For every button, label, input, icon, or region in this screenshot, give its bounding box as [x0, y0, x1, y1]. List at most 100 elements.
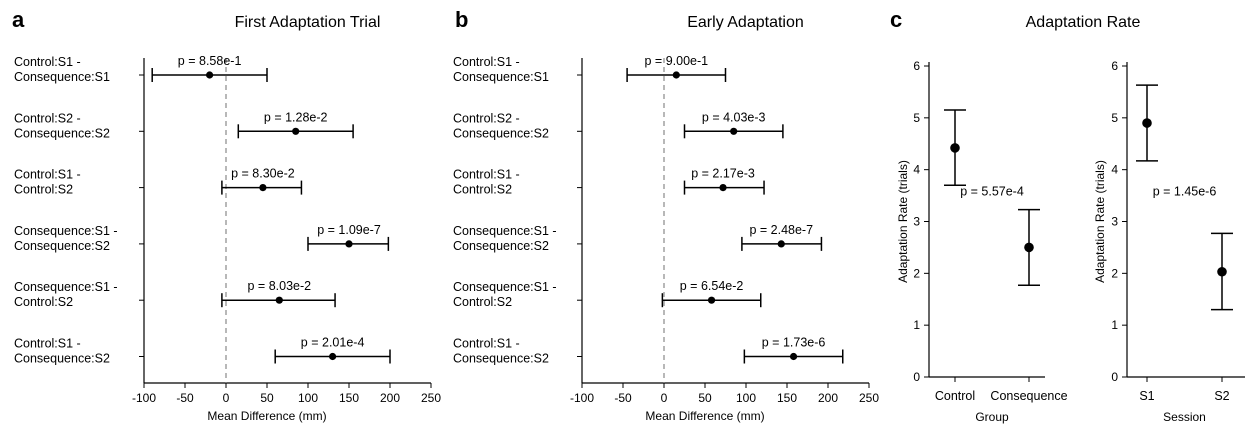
p-value-label: p = 5.57e-4	[960, 185, 1024, 199]
mean-point	[1217, 266, 1227, 277]
x-axis-label: Session	[1163, 410, 1206, 424]
p-value-label: p = 6.54e-2	[680, 279, 744, 293]
row-label: Control:S1 -	[14, 168, 81, 182]
panel-b: b Early Adaptation -100 -50 0 50 100 150 200 250 M…	[453, 7, 879, 423]
p-value-label: p = 8.58e-1	[178, 54, 242, 68]
row-label: Control:S1 -	[453, 55, 520, 69]
p-value-label: p = 2.01e-4	[301, 336, 365, 350]
y-tick-label: 1	[913, 318, 920, 332]
p-value-label: p = 9.00e-1	[645, 54, 709, 68]
mean-point	[730, 127, 738, 135]
x-tick-label: -100	[570, 391, 594, 405]
y-tick-label: 6	[1111, 59, 1118, 73]
mean-point	[950, 143, 960, 153]
row-label: Control:S2 -	[453, 111, 520, 125]
row-label: Consequence:S2	[453, 352, 549, 366]
row-label: Consequence:S1	[453, 70, 549, 84]
row-label: Consequence:S2	[453, 239, 549, 253]
mean-point	[777, 240, 785, 248]
mean-point	[672, 71, 680, 79]
row-label: Control:S2	[14, 295, 73, 309]
row-label: Consequence:S1 -	[453, 224, 557, 238]
row-label: Control:S2	[14, 183, 73, 197]
y-tick-label: 5	[913, 111, 920, 125]
row-label: Control:S1 -	[14, 55, 81, 69]
x-tick-label: 0	[223, 391, 230, 405]
y-tick-label: 6	[913, 59, 920, 73]
mean-point	[275, 296, 283, 304]
y-tick-label: 0	[1111, 370, 1118, 384]
y-tick-label: 2	[913, 266, 920, 280]
x-tick-label: 250	[421, 391, 441, 405]
p-value-label: p = 1.45e-6	[1153, 185, 1217, 199]
p-value-label: p = 1.09e-7	[317, 223, 381, 237]
mean-point	[259, 184, 267, 192]
x-tick-label: Control	[935, 389, 975, 403]
mean-point	[1142, 118, 1152, 128]
p-value-label: p = 8.03e-2	[248, 279, 312, 293]
x-tick-label: -100	[132, 391, 156, 405]
row-label: Consequence:S1	[14, 70, 110, 84]
x-tick-label: -50	[176, 391, 194, 405]
x-tick-label: 0	[661, 391, 668, 405]
x-tick-label: 250	[859, 391, 879, 405]
row-label: Control:S2	[453, 183, 512, 197]
x-tick-label: 150	[339, 391, 359, 405]
row-label: Consequence:S2	[14, 239, 110, 253]
y-tick-label: 2	[1111, 266, 1118, 280]
mean-point	[206, 71, 214, 79]
x-tick-label: 200	[380, 391, 400, 405]
x-tick-label: -50	[614, 391, 632, 405]
row-label: Control:S1 -	[14, 337, 81, 351]
panel-letter: b	[455, 7, 468, 32]
p-value-label: p = 1.73e-6	[762, 336, 826, 350]
x-tick-label: 200	[818, 391, 838, 405]
panel-letter: a	[12, 7, 25, 32]
row-label: Control:S2	[453, 295, 512, 309]
mean-point	[1024, 242, 1034, 253]
mean-point	[345, 240, 353, 248]
row-label: Consequence:S1 -	[14, 224, 118, 238]
panel-letter: c	[890, 7, 902, 32]
mean-point	[719, 184, 727, 192]
chart-title: First Adaptation Trial	[235, 14, 381, 31]
x-tick-label: S1	[1139, 389, 1154, 403]
row-label: Consequence:S2	[14, 352, 110, 366]
p-value-label: p = 2.48e-7	[749, 223, 813, 237]
p-value-label: p = 4.03e-3	[702, 110, 766, 124]
x-axis-label: Mean Difference (mm)	[207, 409, 326, 423]
row-label: Control:S1 -	[453, 168, 520, 182]
y-tick-label: 1	[1111, 318, 1118, 332]
x-tick-label: 50	[698, 391, 712, 405]
row-label: Control:S2 -	[14, 111, 81, 125]
p-value-label: p = 1.28e-2	[264, 110, 328, 124]
p-value-label: p = 2.17e-3	[691, 167, 755, 181]
row-label: Consequence:S2	[14, 126, 110, 140]
x-tick-label: 150	[777, 391, 797, 405]
p-value-label: p = 8.30e-2	[231, 167, 295, 181]
panel-a: a First Adaptation Trial -100 -50 0 50 100 150 2…	[12, 7, 441, 423]
mean-point	[292, 127, 300, 135]
y-tick-label: 4	[913, 163, 920, 177]
x-tick-label: S2	[1214, 389, 1229, 403]
mean-point	[707, 296, 716, 304]
x-tick-label: 100	[298, 391, 318, 405]
y-tick-label: 3	[1111, 215, 1118, 229]
x-tick-label: 50	[260, 391, 274, 405]
x-axis-label: Group	[975, 410, 1009, 424]
y-axis-label: Adaptation Rate (trials)	[896, 160, 910, 283]
y-tick-label: 5	[1111, 111, 1118, 125]
row-label: Control:S1 -	[453, 337, 520, 351]
row-label: Consequence:S2	[453, 126, 549, 140]
mean-point	[329, 352, 337, 361]
x-tick-label: 100	[736, 391, 756, 405]
mean-point	[789, 352, 798, 361]
y-axis-label: Adaptation Rate (trials)	[1093, 160, 1107, 283]
chart-title: Adaptation Rate	[1026, 14, 1141, 31]
y-tick-label: 3	[913, 215, 920, 229]
panel-c: c Adaptation Rate 0 1 2 3 4 5 6 Adaptation Rate (…	[890, 7, 1245, 424]
row-label: Consequence:S1 -	[453, 280, 557, 294]
x-tick-label: Consequence	[990, 389, 1067, 403]
x-axis-label: Mean Difference (mm)	[645, 409, 764, 423]
